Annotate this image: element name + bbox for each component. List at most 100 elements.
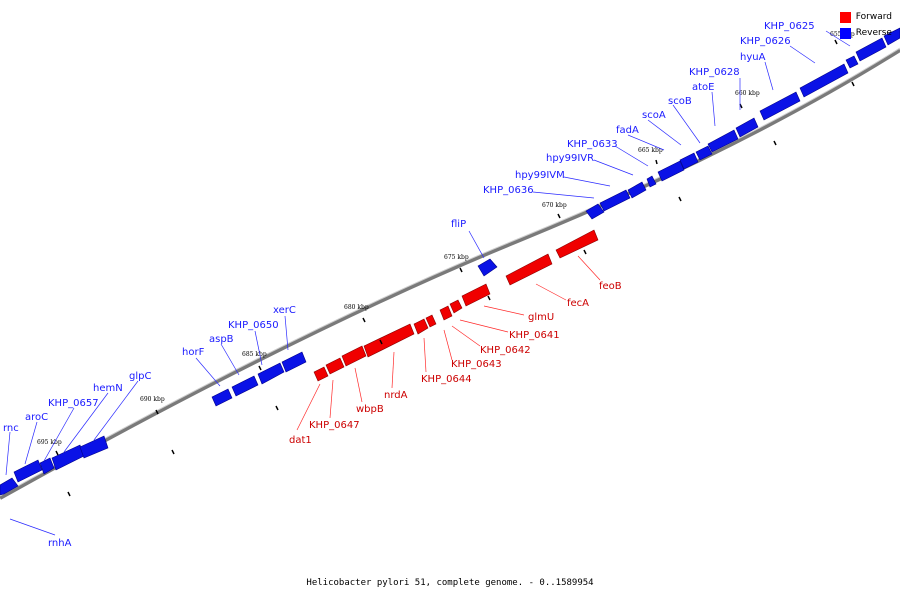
gene-block xyxy=(477,258,498,277)
gene-label-khp0641: KHP_0641 xyxy=(509,330,560,341)
reverse-gene-labels: KHP_0625 KHP_0626 hyuA KHP_0628 atoE sco… xyxy=(3,21,815,549)
gene-label-flip: fliP xyxy=(451,219,466,230)
tick xyxy=(557,213,561,219)
gene-label-khp0644: KHP_0644 xyxy=(421,374,472,385)
leader-line xyxy=(563,176,611,187)
gene-label-aroc: aroC xyxy=(25,412,48,423)
tick xyxy=(487,295,491,301)
tick-label: 680 kbp xyxy=(344,304,369,311)
tick xyxy=(834,39,838,45)
legend-item-forward: Forward xyxy=(839,9,892,25)
tick xyxy=(55,450,59,456)
leader-line xyxy=(296,383,321,431)
gene-label-khp0642: KHP_0642 xyxy=(480,345,531,356)
leader-line xyxy=(254,330,263,366)
tick-label: 665 kbp xyxy=(638,147,663,154)
leader-line xyxy=(43,407,75,462)
gene-label-khp0657: KHP_0657 xyxy=(48,398,99,409)
gene-label-hyua: hyuA xyxy=(740,52,766,63)
gene-block xyxy=(759,91,801,121)
gene-block xyxy=(679,152,699,170)
leader-line xyxy=(443,329,453,361)
gene-label-feob: feoB xyxy=(599,281,622,292)
leader-line xyxy=(24,421,38,465)
gene-block xyxy=(799,63,849,98)
gene-label-aspb: aspB xyxy=(209,334,234,345)
reverse-swatch xyxy=(839,27,851,39)
tick-label: 685 kbp xyxy=(242,351,267,358)
tick-label: 670 kbp xyxy=(542,202,567,209)
tick xyxy=(678,196,682,202)
gene-block xyxy=(439,305,453,321)
gene-label-glpc: glpC xyxy=(129,371,151,382)
leader-line xyxy=(195,357,221,387)
gene-label-scob: scoB xyxy=(668,96,692,107)
genome-caption: Helicobacter pylori 51, complete genome.… xyxy=(306,578,594,588)
tick xyxy=(379,339,383,345)
leader-line xyxy=(647,119,682,146)
gene-label-wbpb: wbpB xyxy=(356,404,384,415)
leader-line xyxy=(5,431,11,476)
tick xyxy=(655,159,658,165)
gene-label-khp0647: KHP_0647 xyxy=(309,420,360,431)
gene-label-horf: horF xyxy=(182,347,205,358)
leader-line xyxy=(329,379,334,419)
gene-block xyxy=(505,253,553,286)
leader-line xyxy=(220,343,240,376)
gene-block xyxy=(413,318,429,335)
tick xyxy=(459,267,463,273)
gene-label-hpy99ivr: hpy99IVR xyxy=(546,153,594,164)
tick xyxy=(362,317,366,323)
tick xyxy=(275,405,279,411)
gene-block xyxy=(257,362,285,385)
gene-label-atoe: atoE xyxy=(692,82,715,93)
gene-block xyxy=(313,366,329,382)
leader-line xyxy=(459,319,509,333)
leader-line xyxy=(9,518,56,536)
leader-line xyxy=(532,191,595,199)
leader-line xyxy=(711,91,716,127)
tick xyxy=(851,81,855,87)
gene-block xyxy=(449,299,463,314)
gene-label-dat1: dat1 xyxy=(289,435,312,446)
gene-block xyxy=(707,129,739,153)
gene-label-khp0643: KHP_0643 xyxy=(451,359,502,370)
forward-swatch xyxy=(839,11,851,23)
gene-label-rnha: rnhA xyxy=(48,538,72,549)
leader-line xyxy=(451,325,481,347)
gene-label-hpy99ivm: hpy99IVM xyxy=(515,170,565,181)
tick-label: 690 kbp xyxy=(140,396,165,403)
forward-label-leaders xyxy=(296,255,601,431)
tick-label: 675 kbp xyxy=(444,254,469,261)
leader-line xyxy=(423,337,427,373)
gene-block xyxy=(425,314,437,328)
gene-label-nrda: nrdA xyxy=(384,390,408,401)
gene-block xyxy=(341,345,367,367)
gene-block xyxy=(461,283,491,307)
gene-block xyxy=(599,189,631,212)
gene-block xyxy=(0,477,19,496)
gene-block xyxy=(555,229,599,259)
gene-block xyxy=(211,388,233,407)
gene-label-khp0625: KHP_0625 xyxy=(764,21,815,32)
gene-label-xerc: xerC xyxy=(273,305,296,316)
gene-label-feca: fecA xyxy=(567,298,589,309)
leader-line xyxy=(825,30,851,47)
leader-line xyxy=(63,392,109,453)
gene-block xyxy=(325,357,345,375)
leader-line xyxy=(354,367,363,403)
tick-label: 695 kbp xyxy=(37,439,62,446)
gene-label-glmu: glmU xyxy=(528,312,554,323)
genome-backbone-highlight xyxy=(0,47,900,497)
reverse-genes xyxy=(0,27,900,496)
gene-block xyxy=(39,457,55,475)
gene-block xyxy=(585,203,605,220)
tick-label: 660 kbp xyxy=(735,90,760,97)
leader-line xyxy=(627,134,665,151)
gene-block xyxy=(281,351,307,373)
tick xyxy=(258,365,262,371)
gene-block xyxy=(627,181,647,199)
gene-block xyxy=(883,27,900,46)
leader-line xyxy=(789,45,816,64)
